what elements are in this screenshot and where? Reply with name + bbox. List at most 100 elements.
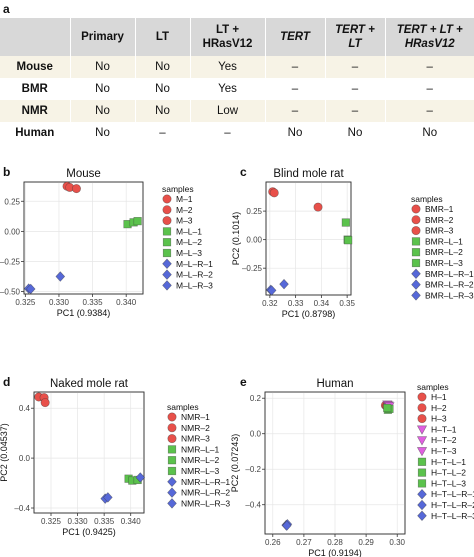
column-header-line: TERT (280, 31, 310, 43)
pca-plot-blind-mole-rat: Blind mole rat 0.32 0.33 0.34 0.35 –0.25 0.00 0… (231, 168, 474, 319)
data-point (269, 188, 279, 198)
table-row-label: Mouse (0, 56, 70, 78)
chart-title: Naked mole rat (50, 378, 129, 390)
y-tick-label: 0.0 (19, 454, 31, 463)
x-tick-label: 0.325 (41, 517, 62, 526)
legend-label: H–T–L–3 (431, 478, 466, 488)
legend-marker (162, 269, 172, 280)
table-cell: No (264, 122, 325, 144)
legend-marker (411, 290, 421, 301)
pca-plot-mouse: Mouse 0.325 0.330 0.335 0.340 –0.50 –0.25 0.00 0… (0, 168, 213, 318)
x-tick-label: 0.340 (121, 517, 142, 526)
data-point (266, 285, 277, 296)
y-tick-label: –0.50 (0, 288, 21, 297)
plot-border (264, 391, 406, 535)
legend-marker (411, 204, 421, 214)
x-axis-label: PC1 (0.8798) (282, 309, 336, 319)
x-tick-label: 0.28 (327, 538, 343, 547)
legend-title: samples (411, 194, 443, 204)
chart-title: Mouse (66, 168, 101, 180)
table-cell: – (384, 56, 474, 78)
chart-title: Blind mole rat (273, 168, 344, 180)
legend-label: NMR–3 (181, 434, 210, 444)
y-tick-label: –0.25 (242, 264, 263, 273)
table-cell: – (134, 122, 190, 144)
legend-label: NMR–L–3 (181, 466, 220, 476)
panel-label-e: e (240, 375, 247, 389)
legend-marker (167, 423, 177, 433)
data-point (40, 398, 50, 408)
legend-label: BMR–L–1 (425, 236, 463, 246)
legend-label: M–L–1 (176, 226, 202, 236)
legend-label: BMR–L–R–2 (425, 280, 474, 290)
x-tick-label: 0.26 (265, 538, 281, 547)
legend-marker (411, 237, 421, 246)
column-header-line: TERT + (335, 24, 375, 36)
y-tick-label: 0.25 (246, 207, 262, 216)
legend-marker (411, 279, 421, 290)
legend-marker (167, 412, 177, 422)
x-tick-label: 0.33 (288, 299, 304, 308)
legend-marker (416, 425, 428, 435)
legend-label: H–T–L–R–2 (431, 500, 474, 510)
legend-title: samples (167, 402, 199, 412)
y-axis-label: PC2 (0.04537) (0, 423, 9, 482)
legend-marker (411, 248, 421, 257)
legend-label: H–T–L–R–1 (431, 489, 474, 499)
table-cell: No (324, 122, 385, 144)
legend-label: H–T–3 (431, 446, 457, 456)
column-header-line: LT (348, 38, 362, 50)
table-row-label: Human (0, 122, 70, 144)
column-header-line: LT + (215, 24, 240, 36)
legend-label: NMR–L–R–2 (181, 488, 230, 498)
table-cell: No (134, 100, 190, 122)
legend-marker (417, 457, 427, 466)
table-cell: – (189, 122, 265, 144)
legend-marker (411, 215, 421, 225)
table-column-header: TERT (264, 18, 325, 56)
x-tick-label: 0.27 (296, 538, 312, 547)
column-header-line: Primary (81, 31, 124, 43)
y-tick-label: 0.00 (246, 236, 262, 245)
table-column-header: LT + HRasV12 (189, 18, 265, 56)
y-axis-label: PC2 (0.1014) (231, 212, 241, 266)
legend-title: samples (162, 184, 194, 194)
data-point (71, 184, 81, 194)
x-tick-label: 0.32 (262, 299, 278, 308)
data-points (23, 181, 142, 295)
plot-area (265, 181, 352, 296)
legend-label: NMR–L–1 (181, 444, 220, 454)
y-tick-label: –0.4 (14, 504, 30, 513)
data-point (135, 472, 146, 483)
legend-marker (417, 403, 427, 413)
table-cell: No (384, 122, 474, 144)
table-cell: – (324, 100, 385, 122)
y-tick-label: 0.00 (4, 227, 20, 236)
column-header-line: HRasV12 (202, 38, 253, 50)
data-point (341, 218, 350, 227)
legend-label: M–L–R–3 (176, 280, 213, 290)
y-tick-label: 0.0 (250, 430, 262, 439)
legend-label: NMR–L–2 (181, 455, 220, 465)
legend-marker (416, 447, 428, 457)
chart-title: Human (316, 378, 353, 390)
legend-marker (167, 434, 177, 444)
legend: samplesBMR–1BMR–2BMR–3BMR–L–1BMR–L–2BMR–… (411, 194, 474, 301)
genotype-table: Primary LT LT + HRasV12 TERT TERT + LT TERT + L… (0, 18, 474, 144)
legend-marker (162, 216, 172, 226)
table-row: Human No – – No No No (0, 122, 474, 144)
legend-label: NMR–1 (181, 412, 210, 422)
y-tick-label: 0.25 (4, 197, 20, 206)
legend: samplesM–1M–2M–3M–L–1M–L–2M–L–3M–L–R–1M–… (162, 184, 213, 291)
y-tick-label: 0.4 (19, 404, 31, 413)
table-column-header: TERT + LT (324, 18, 385, 56)
panel-label-c: c (240, 165, 247, 179)
table-cell: – (324, 56, 385, 78)
x-axis-label: PC1 (0.9384) (57, 308, 111, 318)
legend-label: NMR–2 (181, 423, 210, 433)
table-cell: – (264, 78, 325, 100)
data-point (279, 278, 289, 290)
table-row: NMR No No Low – – – (0, 100, 474, 122)
table-cell: – (384, 100, 474, 122)
data-point (103, 492, 113, 503)
